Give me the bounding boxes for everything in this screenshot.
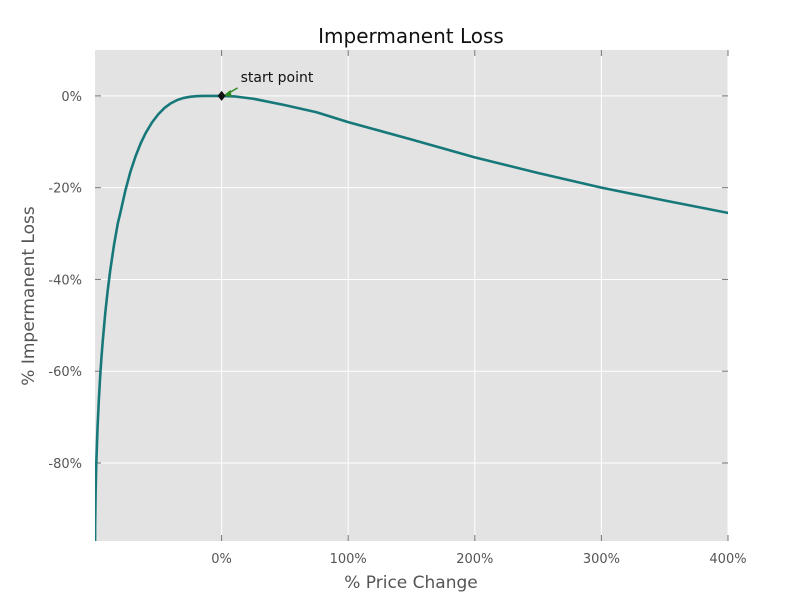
chart-title: Impermanent Loss (318, 24, 504, 48)
series-line (95, 94, 728, 541)
annotation-label: start point (241, 70, 314, 86)
x-tick-label: 200% (456, 552, 493, 567)
y-axis-title: % Impermanent Loss (19, 206, 39, 386)
plot-area (95, 50, 728, 541)
start-point-marker (217, 90, 226, 101)
tick-labels: 0% 100% 200% 300% 400% 0% -20% -40% -60% -80% (48, 90, 746, 567)
y-tick-label: -40% (48, 273, 82, 288)
x-axis-title: % Price Change (344, 573, 478, 593)
axis-ticks (95, 50, 729, 541)
y-tick-label: -80% (48, 457, 82, 472)
x-tick-label: 100% (330, 552, 367, 567)
x-tick-label: 400% (709, 552, 746, 567)
x-tick-label: 0% (211, 552, 232, 567)
annotation-arrow-head (223, 89, 232, 97)
series-layer (95, 94, 728, 541)
x-tick-label: 300% (583, 552, 620, 567)
y-tick-label: -60% (48, 365, 82, 380)
annotation-layer: start point (217, 70, 314, 101)
y-tick-label: -20% (48, 182, 82, 197)
y-tick-label: 0% (61, 90, 82, 105)
